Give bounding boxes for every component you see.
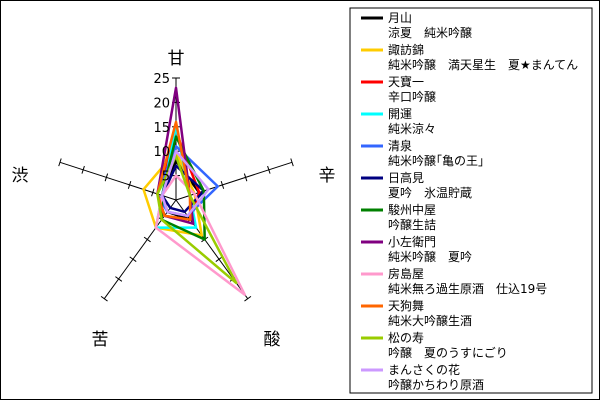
axis-tick-4-2 bbox=[104, 173, 109, 182]
legend-box bbox=[349, 7, 593, 394]
legend-subtitle: 吟醸かちわり原酒 bbox=[388, 377, 484, 392]
axis-tick-4-4 bbox=[58, 158, 62, 167]
legend-subtitle: 純米吟醸 満天星生 夏★まんてん bbox=[388, 57, 578, 72]
axis-tick-3-3 bbox=[115, 276, 123, 282]
legend-name: 駿州中屋 bbox=[388, 202, 436, 217]
axis-tick-1-3 bbox=[267, 165, 271, 174]
axis-tick-2-2 bbox=[215, 256, 223, 262]
series-polygon-11 bbox=[160, 149, 210, 218]
axis-label-0: 甘 bbox=[168, 49, 185, 69]
axis-tick-4-1 bbox=[127, 180, 132, 189]
legend-name: 天寶一 bbox=[388, 74, 424, 89]
legend-name: 松の寿 bbox=[388, 331, 424, 345]
tick-label: 15 bbox=[153, 121, 170, 136]
legend-name: 日高見 bbox=[388, 170, 424, 185]
axis-tick-3-2 bbox=[129, 256, 137, 262]
tick-label: 10 bbox=[153, 145, 170, 160]
legend-subtitle: 辛口吟醸 bbox=[388, 89, 436, 104]
axis-label-3: 苦 bbox=[92, 330, 109, 350]
series-polygon-1 bbox=[142, 149, 204, 237]
legend-name: 清泉 bbox=[388, 139, 412, 153]
legend-subtitle: 純米無ろ過生原酒 仕込19号 bbox=[388, 281, 547, 296]
legend-subtitle: 純米大吟醸生酒 bbox=[388, 313, 472, 328]
legend-name: まんさくの花 bbox=[388, 362, 460, 377]
axis-label-1: 辛 bbox=[319, 166, 336, 186]
axis-tick-4-3 bbox=[81, 165, 85, 174]
legend-name: 月山 bbox=[388, 11, 412, 25]
legend-name: 諏訪錦 bbox=[388, 42, 424, 57]
legend-subtitle: 純米吟醸｢亀の王｣ bbox=[388, 153, 484, 168]
legend-subtitle: 純米吟醸 夏吟 bbox=[388, 249, 472, 264]
axis-tick-3-4 bbox=[100, 295, 108, 302]
axis-tick-1-1 bbox=[220, 180, 225, 189]
legend-name: 天狗舞 bbox=[388, 299, 424, 313]
axis-label-2: 酸 bbox=[264, 330, 281, 350]
axis-tick-2-4 bbox=[244, 295, 252, 302]
series-polygon-9 bbox=[156, 120, 192, 221]
legend-subtitle: 吟醸 夏のうすにごり bbox=[388, 345, 508, 360]
legend-name: 小左衛門 bbox=[388, 234, 436, 249]
axis-label-4: 渋 bbox=[12, 166, 29, 186]
axis-tick-4-0 bbox=[151, 188, 155, 197]
series-polygon-10 bbox=[156, 154, 238, 285]
axis-tick-1-2 bbox=[243, 173, 248, 182]
tick-label: 5 bbox=[162, 170, 170, 185]
legend-subtitle: 夏吟 氷温貯蔵 bbox=[388, 185, 472, 200]
legend-subtitle: 吟醸生詰 bbox=[388, 217, 436, 232]
legend-subtitle: 涼夏 純米吟醸 bbox=[388, 25, 472, 40]
tick-label: 20 bbox=[153, 96, 170, 111]
axis-tick-3-1 bbox=[143, 236, 151, 243]
axis-tick-1-4 bbox=[290, 158, 294, 167]
legend-subtitle: 純米涼々 bbox=[388, 121, 436, 136]
tick-label: 25 bbox=[153, 72, 170, 87]
legend-name: 開運 bbox=[388, 107, 412, 121]
legend-name: 房島屋 bbox=[388, 266, 424, 281]
